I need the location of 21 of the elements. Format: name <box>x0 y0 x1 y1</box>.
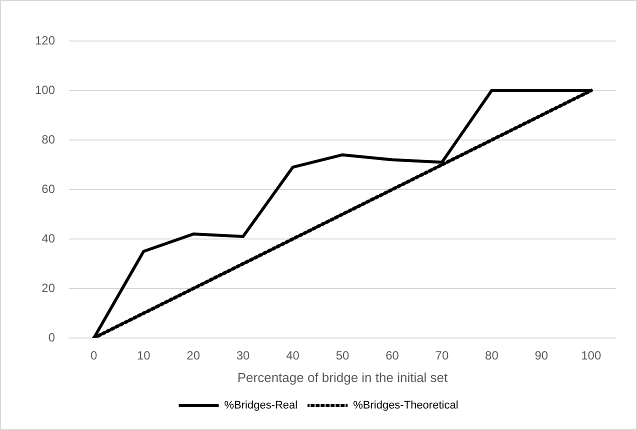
x-tick-label: 80 <box>485 348 499 363</box>
x-tick-label: 20 <box>186 348 200 363</box>
y-tick-label: 20 <box>42 280 56 295</box>
y-tick-label: 40 <box>42 231 56 246</box>
x-tick-label: 60 <box>386 348 400 363</box>
x-tick-label: 0 <box>90 348 98 363</box>
x-tick-label: 50 <box>336 348 350 363</box>
y-tick-label: 80 <box>42 132 56 146</box>
x-tick-label: 10 <box>136 348 151 363</box>
x-tick-label: 100 <box>581 348 602 363</box>
x-axis-title: Percentage of bridge in the initial set <box>237 370 448 385</box>
legend-label: %Bridges-Theoretical <box>353 400 458 412</box>
x-tick-label: 70 <box>435 348 449 363</box>
x-tick-label: 30 <box>236 348 250 363</box>
x-tick-label: 40 <box>286 348 300 363</box>
y-tick-label: 120 <box>34 33 56 48</box>
y-tick-label: 0 <box>48 330 56 344</box>
y-tick-label: 60 <box>42 182 56 196</box>
legend-label: %Bridges-Real <box>224 400 298 412</box>
y-tick-label: 100 <box>34 82 56 97</box>
x-tick-label: 90 <box>534 348 548 363</box>
